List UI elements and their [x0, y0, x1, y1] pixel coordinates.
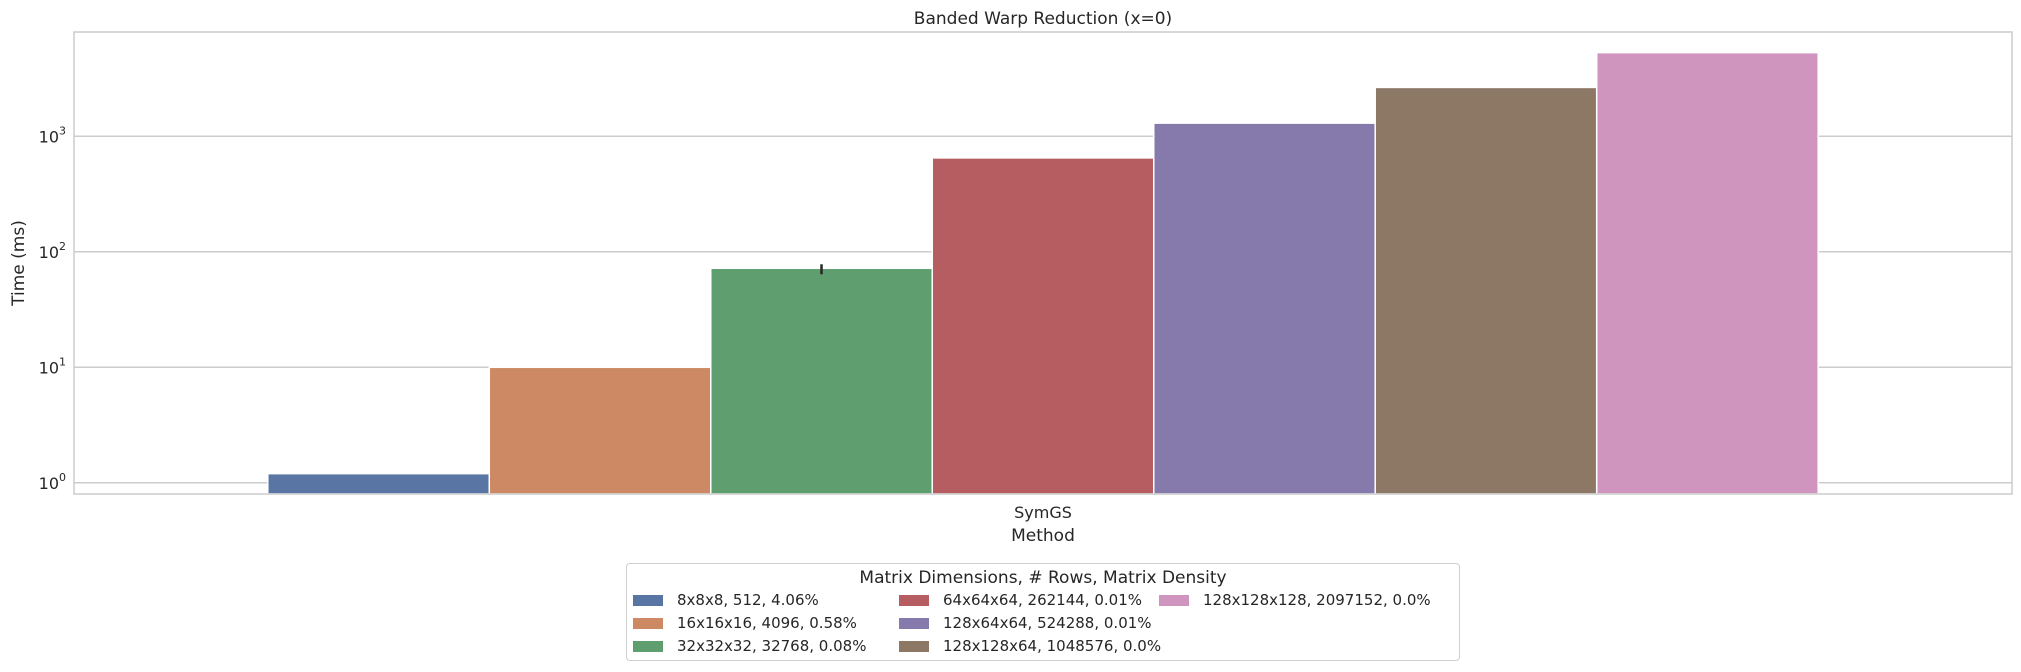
- y-tick-label: 101: [39, 355, 66, 377]
- legend-swatch: [633, 640, 663, 652]
- x-tick-label: SymGS: [1014, 503, 1072, 522]
- legend-swatch: [899, 617, 929, 629]
- legend-entry: 8x8x8, 512, 4.06%: [633, 590, 819, 610]
- legend-swatch: [633, 617, 663, 629]
- bar-series-4: [931, 157, 1155, 495]
- plot-area-frame: [73, 31, 2013, 495]
- legend-label: 128x64x64, 524288, 0.01%: [943, 614, 1152, 632]
- bar-chart: Banded Warp Reduction (x=0) 100 101 102 103…: [9, 9, 2013, 546]
- bars: [267, 51, 1819, 495]
- legend-swatch: [1159, 594, 1189, 606]
- legend: Matrix Dimensions, # Rows, Matrix Densit…: [626, 563, 1460, 661]
- bar-series-6: [1374, 86, 1598, 495]
- legend-entry: 128x128x64, 1048576, 0.0%: [899, 636, 1161, 656]
- legend-entry: 128x64x64, 524288, 0.01%: [899, 613, 1152, 633]
- bar-series-7: [1595, 51, 1819, 495]
- bar-series-1: [267, 472, 491, 495]
- legend-label: 32x32x32, 32768, 0.08%: [677, 637, 867, 655]
- legend-entry: 128x128x128, 2097152, 0.0%: [1159, 590, 1431, 610]
- bar-series-3: [710, 267, 934, 495]
- y-tick-label: 103: [39, 124, 66, 146]
- legend-label: 8x8x8, 512, 4.06%: [677, 591, 819, 609]
- chart-title: Banded Warp Reduction (x=0): [914, 9, 1172, 29]
- y-tick-label: 100: [39, 471, 66, 493]
- legend-entry: 32x32x32, 32768, 0.08%: [633, 636, 866, 656]
- legend-label: 16x16x16, 4096, 0.58%: [677, 614, 857, 632]
- legend-swatch: [633, 594, 663, 606]
- legend-swatch: [899, 640, 929, 652]
- legend-entry: 16x16x16, 4096, 0.58%: [633, 613, 857, 633]
- x-axis-label: Method: [1011, 526, 1075, 546]
- y-axis-ticks: 100 101 102 103: [39, 124, 66, 493]
- bar-series-5: [1152, 122, 1376, 495]
- y-axis-label: Time (ms): [9, 220, 29, 307]
- legend-title: Matrix Dimensions, # Rows, Matrix Densit…: [859, 568, 1227, 588]
- legend-swatch: [899, 594, 929, 606]
- legend-label: 64x64x64, 262144, 0.01%: [943, 591, 1142, 609]
- legend-label: 128x128x64, 1048576, 0.0%: [943, 637, 1162, 655]
- bar-series-2: [488, 366, 712, 495]
- legend-entry: 64x64x64, 262144, 0.01%: [899, 590, 1142, 610]
- y-tick-label: 102: [39, 240, 66, 262]
- legend-label: 128x128x128, 2097152, 0.0%: [1203, 591, 1431, 609]
